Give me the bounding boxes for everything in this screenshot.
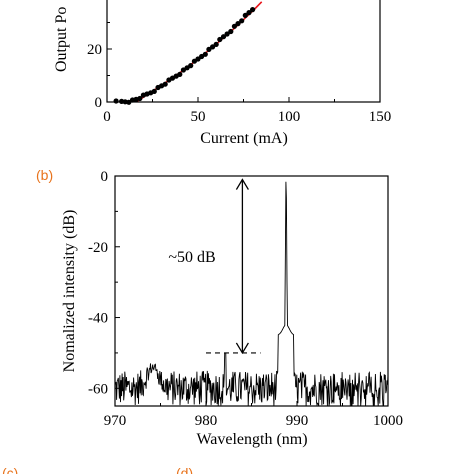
panel-a-data-point bbox=[224, 31, 230, 37]
panel-b-xlabel: Wavelength (nm) bbox=[196, 431, 307, 448]
panel-b-ylabel: Nomalized intensity (dB) bbox=[61, 210, 78, 373]
panel-b-ytick-label: -60 bbox=[88, 381, 108, 397]
panel-b-arrow-head-bottom bbox=[235, 342, 249, 355]
panel-a-data-point bbox=[177, 71, 183, 77]
panel-a-data-point bbox=[113, 98, 119, 104]
panel-b-annotation: ~50 dB bbox=[168, 249, 215, 266]
panel-a-data-point bbox=[202, 51, 208, 57]
panel-b-xtick-label: 1000 bbox=[373, 413, 403, 429]
panel-b-spectrum-line bbox=[114, 181, 389, 407]
panel-b-xtick-label: 980 bbox=[195, 413, 218, 429]
panel-a-data-point bbox=[228, 28, 234, 35]
panel-a-data-point bbox=[137, 95, 143, 102]
panel-a-xtick-label: 100 bbox=[278, 109, 301, 125]
panel-b-frame bbox=[114, 175, 389, 407]
panel-b-arrow-head-top bbox=[235, 178, 249, 190]
panel-a-xtick-label: 150 bbox=[369, 109, 392, 125]
panel-a-ytick-label: 20 bbox=[87, 42, 102, 58]
panel-b-ytick-label: 0 bbox=[101, 169, 109, 185]
panel-b-ticks: 970 980 990 1000 0 -20 -40 -60 bbox=[88, 169, 403, 429]
panel-b-label: (b) bbox=[36, 167, 53, 183]
panel-a-data-point bbox=[213, 41, 219, 48]
panel-a-data-point bbox=[239, 18, 245, 24]
panel-a-data-point bbox=[206, 46, 212, 53]
panel-a-marks bbox=[113, 1, 263, 105]
panel-b-xtick-label: 970 bbox=[104, 413, 127, 429]
panel-a-output-power-chart: 0 50 100 150 0 20 Current (mA) Output Po bbox=[53, 0, 391, 147]
panel-a-data-point bbox=[246, 10, 252, 16]
panel-a-xlabel: Current (mA) bbox=[200, 130, 288, 147]
panel-a-ticks: 0 50 100 150 0 20 bbox=[87, 22, 392, 125]
panel-a-xtick-label: 50 bbox=[191, 109, 206, 125]
panel-c-label: (c) bbox=[2, 465, 18, 474]
panel-b-xtick-label: 990 bbox=[286, 413, 309, 429]
panel-a-data-point bbox=[151, 88, 157, 94]
panel-a-data-point bbox=[188, 63, 194, 69]
panel-a-data-point bbox=[235, 21, 241, 27]
panel-a-ylabel: Output Po bbox=[53, 7, 70, 72]
panel-a-data-point bbox=[162, 81, 168, 87]
panel-a-data-point bbox=[231, 23, 237, 29]
panel-b-spectrum-chart: (b) 970 980 990 1000 0 -20 -40 -60 Wavelength (… bbox=[36, 167, 403, 448]
panel-a-data-point bbox=[250, 7, 256, 13]
panel-a-data-point bbox=[217, 36, 223, 43]
panel-a-fit-line bbox=[135, 1, 263, 103]
panel-d-label: (d) bbox=[176, 465, 193, 474]
panel-a-data-point bbox=[242, 12, 248, 18]
panel-b-marks bbox=[114, 178, 389, 407]
panel-a-ytick-label: 0 bbox=[95, 95, 103, 111]
panel-a-xtick-label: 0 bbox=[103, 109, 111, 125]
panel-a-data-point bbox=[220, 34, 227, 40]
panel-b-ytick-label: -40 bbox=[88, 311, 108, 327]
panel-b-ytick-label: -20 bbox=[88, 240, 108, 256]
